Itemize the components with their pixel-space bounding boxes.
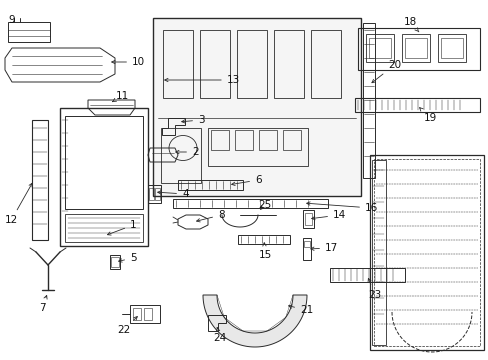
Text: 21: 21: [288, 305, 313, 315]
Text: 5: 5: [119, 253, 136, 263]
Text: 7: 7: [39, 296, 47, 313]
Text: 22: 22: [117, 316, 137, 335]
Bar: [143, 308, 152, 320]
Bar: [362, 23, 374, 178]
Bar: [161, 128, 201, 183]
Text: 15: 15: [258, 243, 271, 260]
Bar: [357, 28, 479, 70]
Bar: [303, 238, 310, 260]
Bar: [273, 30, 304, 98]
Bar: [283, 130, 301, 150]
Text: 23: 23: [367, 278, 381, 300]
Text: 18: 18: [403, 17, 418, 32]
Text: 17: 17: [310, 243, 338, 253]
Bar: [437, 34, 465, 62]
Polygon shape: [203, 295, 306, 347]
Bar: [178, 180, 243, 190]
Bar: [130, 305, 160, 323]
Text: 12: 12: [5, 183, 32, 225]
Bar: [235, 130, 252, 150]
Bar: [210, 130, 228, 150]
Bar: [153, 18, 360, 196]
Bar: [110, 255, 120, 269]
Text: 16: 16: [306, 202, 378, 213]
Text: 8: 8: [196, 210, 224, 222]
Bar: [310, 30, 340, 98]
Text: 25: 25: [258, 200, 271, 210]
Bar: [133, 308, 141, 320]
Bar: [65, 214, 142, 242]
Bar: [111, 257, 119, 267]
Bar: [237, 30, 266, 98]
Bar: [365, 34, 393, 62]
Bar: [149, 188, 154, 200]
Text: 11: 11: [112, 91, 128, 102]
Bar: [369, 155, 483, 350]
Bar: [371, 160, 385, 345]
Text: 10: 10: [111, 57, 145, 67]
Text: 20: 20: [371, 60, 400, 83]
Bar: [173, 199, 327, 208]
Bar: [238, 235, 289, 244]
Text: 24: 24: [213, 328, 226, 343]
Text: 1: 1: [107, 220, 136, 235]
Bar: [148, 185, 161, 203]
Text: 3: 3: [182, 115, 204, 125]
Text: 19: 19: [419, 108, 436, 123]
Bar: [329, 268, 404, 282]
Bar: [32, 120, 48, 240]
Bar: [207, 128, 307, 166]
Bar: [354, 98, 479, 112]
Bar: [303, 210, 313, 228]
Text: 4: 4: [157, 189, 188, 199]
Text: 13: 13: [164, 75, 240, 85]
Bar: [65, 116, 142, 209]
Text: 6: 6: [231, 175, 261, 185]
Bar: [404, 38, 426, 58]
Bar: [155, 188, 160, 200]
Bar: [304, 241, 309, 247]
Text: 2: 2: [175, 147, 198, 157]
Bar: [368, 38, 390, 58]
Bar: [163, 30, 193, 98]
Bar: [60, 108, 148, 246]
Bar: [305, 213, 311, 225]
Bar: [200, 30, 229, 98]
Bar: [440, 38, 462, 58]
Bar: [259, 130, 276, 150]
Text: 9: 9: [9, 15, 15, 25]
Text: 14: 14: [311, 210, 346, 220]
Bar: [373, 159, 479, 346]
Bar: [401, 34, 429, 62]
